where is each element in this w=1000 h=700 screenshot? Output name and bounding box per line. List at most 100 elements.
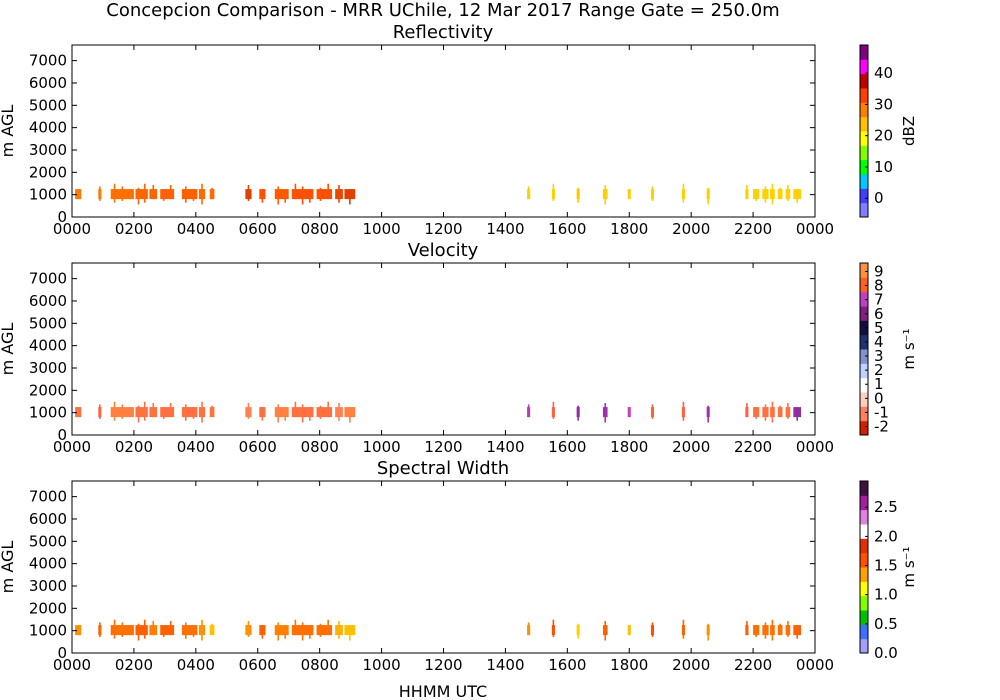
data-segment	[181, 189, 198, 200]
x-tick-label: 0000	[53, 220, 91, 238]
data-spike	[796, 407, 798, 421]
panel-title: Reflectivity	[393, 22, 494, 43]
y-tick-label: 0	[57, 208, 67, 226]
data-spike	[77, 625, 79, 636]
colorbar-band	[860, 291, 868, 307]
data-spike	[143, 619, 146, 639]
colorbar-band	[860, 102, 868, 118]
y-tick-label: 1000	[29, 186, 67, 204]
colorbar-tick-label: 2.5	[874, 498, 898, 516]
colorbar-band	[860, 334, 868, 350]
colorbar-tick-label: 2.0	[874, 527, 898, 545]
colorbar-band	[860, 159, 868, 175]
colorbar-band	[860, 524, 868, 539]
x-tick-label: 0600	[239, 438, 277, 456]
panel-1: Reflectivitym AGL00000200040006000800100…	[0, 22, 918, 238]
x-tick-label: 0800	[301, 656, 339, 674]
x-tick-label: 1800	[610, 656, 648, 674]
colorbar-frame	[859, 44, 869, 218]
colorbar-tick-label: -2	[874, 418, 889, 436]
data-spike	[651, 186, 654, 201]
data-spike	[771, 619, 774, 641]
colorbar-label: m s⁻¹	[900, 328, 918, 369]
data-spike	[211, 405, 213, 418]
y-tick-label: 0	[57, 644, 67, 662]
data-spike	[707, 187, 709, 205]
data-spike	[99, 622, 101, 637]
data-spike	[527, 404, 530, 418]
data-spike	[746, 621, 748, 636]
data-spike	[746, 403, 748, 418]
data-spike	[261, 625, 264, 639]
colorbar-tick-label: 0.5	[874, 615, 898, 633]
data-spike	[284, 625, 287, 639]
x-tick-label: 0000	[796, 656, 834, 674]
colorbar-band	[860, 45, 868, 60]
data-spike	[137, 623, 140, 641]
colorbar-tick-label: 2	[874, 361, 884, 379]
data-spike	[201, 401, 203, 423]
colorbar-tick-label: 40	[874, 64, 893, 82]
data-spike	[779, 405, 781, 418]
colorbar-band	[860, 131, 868, 146]
data-spike	[152, 621, 155, 636]
data-segment	[160, 407, 175, 418]
data-spike	[349, 189, 351, 205]
data-spike	[211, 187, 213, 200]
data-spike	[349, 625, 351, 641]
data-spike	[143, 401, 146, 421]
colorbar-band	[860, 481, 868, 496]
colorbar-tick-label: 5	[874, 319, 884, 337]
data-spike	[309, 407, 311, 421]
colorbar-band	[860, 392, 868, 407]
data-spike	[552, 619, 555, 637]
data-spike	[552, 401, 555, 419]
data-spike	[577, 405, 579, 421]
x-axis-label: HHMM UTC	[399, 682, 487, 700]
data-spike	[99, 404, 101, 419]
x-tick-label: 0800	[301, 220, 339, 238]
data-spike	[746, 185, 748, 200]
data-spike	[319, 623, 322, 637]
data-spike	[184, 622, 187, 639]
data-spike	[201, 619, 203, 641]
colorbar-band	[860, 495, 868, 511]
data-segment	[274, 189, 289, 200]
colorbar-band	[860, 59, 868, 75]
y-tick-label: 6000	[29, 292, 67, 310]
data-spike	[284, 407, 287, 421]
data-segment	[160, 189, 175, 200]
colorbar-tick-label: 30	[874, 95, 893, 113]
data-segment	[135, 407, 148, 418]
data-spike	[764, 622, 767, 639]
x-tick-label: 1200	[424, 220, 462, 238]
data-segment	[135, 625, 148, 636]
data-spike	[284, 189, 287, 203]
colorbar-band	[860, 174, 868, 189]
data-spike	[129, 407, 131, 418]
data-spike	[129, 189, 131, 200]
y-tick-label: 4000	[29, 119, 67, 137]
colorbar-tick-label: 4	[874, 333, 884, 351]
x-tick-label: 0000	[796, 220, 834, 238]
data-segment	[274, 625, 289, 636]
data-spike	[247, 185, 250, 201]
y-tick-label: 3000	[29, 577, 67, 595]
data-spike	[277, 404, 280, 423]
figure-suptitle: Concepcion Comparison - MRR UChile, 12 M…	[106, 0, 779, 21]
colorbar-band	[860, 188, 868, 204]
data-segment	[316, 625, 333, 636]
data-spike	[787, 621, 789, 637]
data-spike	[192, 407, 195, 419]
data-spike	[755, 407, 757, 419]
x-tick-label: 0000	[53, 438, 91, 456]
colorbar-band	[860, 263, 868, 278]
data-spike	[338, 185, 340, 203]
y-tick-label: 4000	[29, 555, 67, 573]
colorbar-label: m s⁻¹	[900, 546, 918, 587]
colorbar-tick-label: 3	[874, 347, 884, 365]
data-spike	[764, 404, 767, 421]
x-tick-label: 1200	[424, 438, 462, 456]
data-spike	[169, 185, 172, 200]
colorbar-band	[860, 624, 868, 640]
